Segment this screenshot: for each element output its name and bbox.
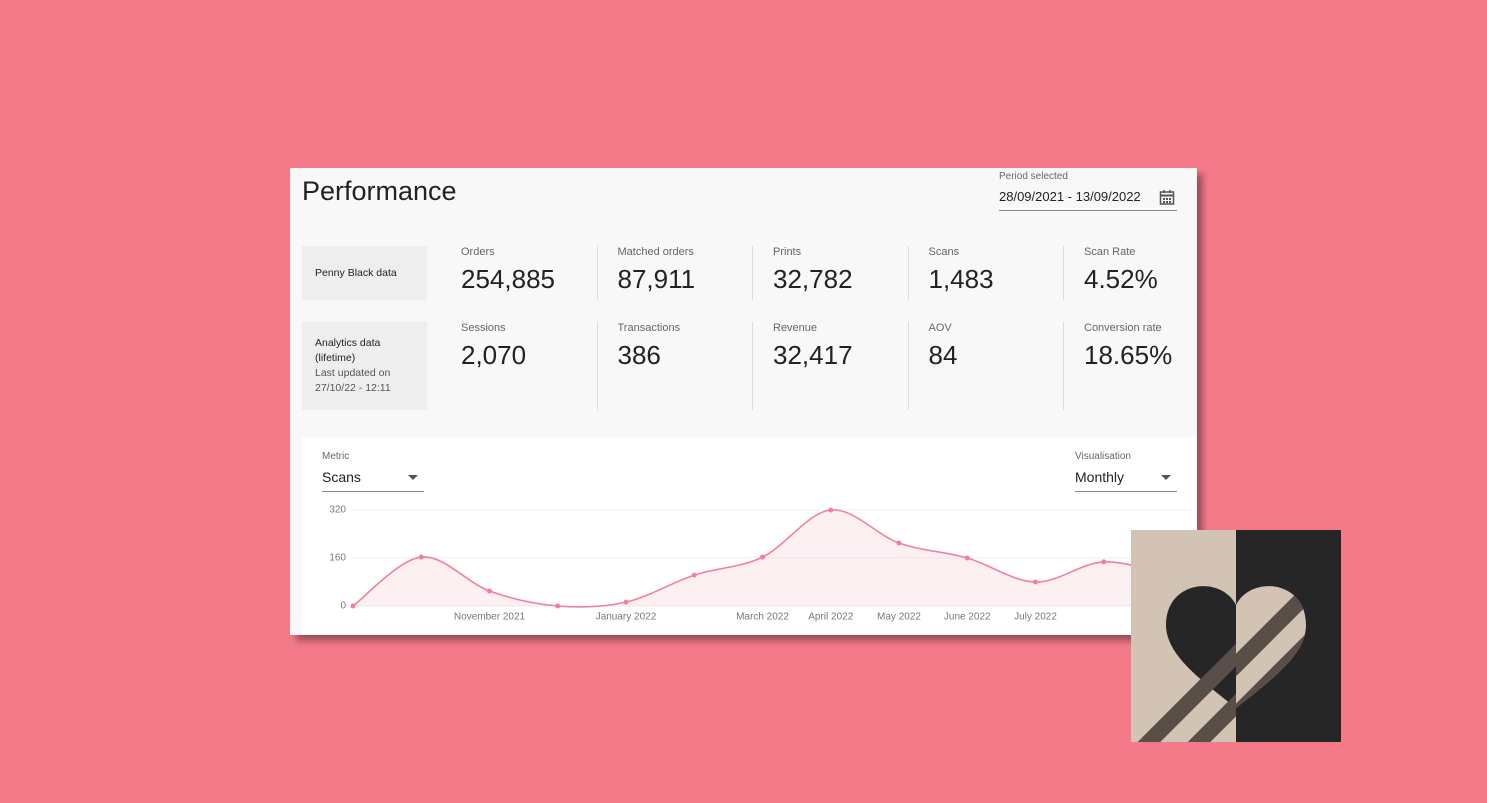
- y-tick-label: 0: [340, 601, 346, 612]
- point: [350, 603, 356, 609]
- point: [760, 554, 765, 560]
- group-label-line: (lifetime): [315, 352, 356, 364]
- metric-value: 386: [617, 340, 661, 370]
- chart-panel: Metric Scans Visualisation Monthly 0 160 3…: [302, 437, 1197, 635]
- metric: Transactions 386: [596, 322, 732, 410]
- group-label-line: Penny Black data: [315, 266, 397, 279]
- point: [1101, 559, 1107, 565]
- performance-card: Performance Period selected 28/09/2021 -…: [290, 168, 1197, 635]
- point: [828, 507, 834, 513]
- metric-value: 87,911: [617, 264, 696, 294]
- metric-value: 84: [928, 340, 958, 370]
- point: [1033, 579, 1038, 585]
- metric-label: Scans: [928, 246, 960, 258]
- metric-value: 254,885: [461, 264, 555, 294]
- point: [555, 603, 561, 609]
- metric: Conversion rate 18.65%: [1063, 322, 1198, 410]
- metric-value: 2,070: [461, 340, 527, 370]
- metric-label: Orders: [461, 246, 495, 258]
- metric-label: Matched orders: [617, 246, 694, 258]
- metric-label: Metric: [322, 451, 350, 462]
- vis-value: Monthly: [1075, 469, 1125, 485]
- vis-select[interactable]: Monthly: [1075, 469, 1177, 492]
- x-tick-label: March 2022: [736, 612, 789, 623]
- y-tick-label: 160: [329, 553, 346, 564]
- point: [418, 554, 424, 560]
- metric: Revenue 32,417: [752, 322, 887, 410]
- period-picker[interactable]: 28/09/2021 - 13/09/2022: [999, 188, 1177, 211]
- chart: 0 160 320 November 2021 January 2022 March 20…: [329, 505, 1197, 623]
- metric: Sessions 2,070: [441, 322, 576, 410]
- period-value: 28/09/2021 - 13/09/2022: [999, 189, 1141, 204]
- x-tick-label: April 2022: [808, 612, 853, 623]
- point: [964, 555, 970, 561]
- metric-label: Transactions: [617, 322, 681, 334]
- metric-label: Revenue: [773, 322, 818, 334]
- x-tick-label: June 2022: [944, 612, 991, 623]
- x-tick-label: May 2022: [877, 612, 921, 623]
- metric-label: Prints: [773, 246, 802, 258]
- calendar-icon: [1159, 190, 1175, 205]
- group-label-line: 27/10/22 - 12:11: [315, 382, 391, 394]
- metric: Scans 1,483: [907, 246, 1043, 300]
- group-label: Penny Black data: [302, 246, 427, 300]
- metric-value: 4.52%: [1084, 264, 1158, 294]
- metric-label: Conversion rate: [1084, 322, 1162, 334]
- group-label-line: Analytics data: [315, 337, 381, 349]
- x-tick-label: January 2022: [596, 612, 657, 623]
- group-label: Analytics data (lifetime) Last updated on 2…: [302, 322, 427, 410]
- metric-value: 1,483: [928, 264, 994, 294]
- metric: Scan Rate 4.52%: [1063, 246, 1198, 300]
- point: [487, 588, 492, 594]
- metric-label: Scan Rate: [1084, 246, 1136, 258]
- metric-value: 32,417: [773, 340, 853, 370]
- point: [691, 572, 697, 578]
- period-label: Period selected: [999, 171, 1068, 182]
- point: [896, 540, 902, 546]
- x-tick-label: November 2021: [454, 612, 526, 623]
- metric: Prints 32,782: [752, 246, 887, 300]
- vis-label: Visualisation: [1075, 451, 1131, 462]
- metric-value: Scans: [322, 469, 361, 485]
- metric-label: Sessions: [461, 322, 506, 334]
- metric: Matched orders 87,911: [596, 246, 732, 300]
- metric: AOV 84: [907, 322, 1043, 410]
- logo: [1131, 530, 1341, 742]
- metric-value: 18.65%: [1084, 340, 1173, 370]
- metric-value: 32,782: [773, 264, 853, 294]
- metric-select[interactable]: Scans: [322, 469, 424, 492]
- group-label-line: Last updated on: [315, 367, 391, 379]
- title: Performance: [302, 176, 457, 206]
- y-tick-label: 320: [329, 505, 346, 516]
- metric-label: AOV: [928, 322, 952, 334]
- metric: Orders 254,885: [441, 246, 576, 300]
- point: [623, 599, 629, 605]
- x-tick-label: July 2022: [1014, 612, 1057, 623]
